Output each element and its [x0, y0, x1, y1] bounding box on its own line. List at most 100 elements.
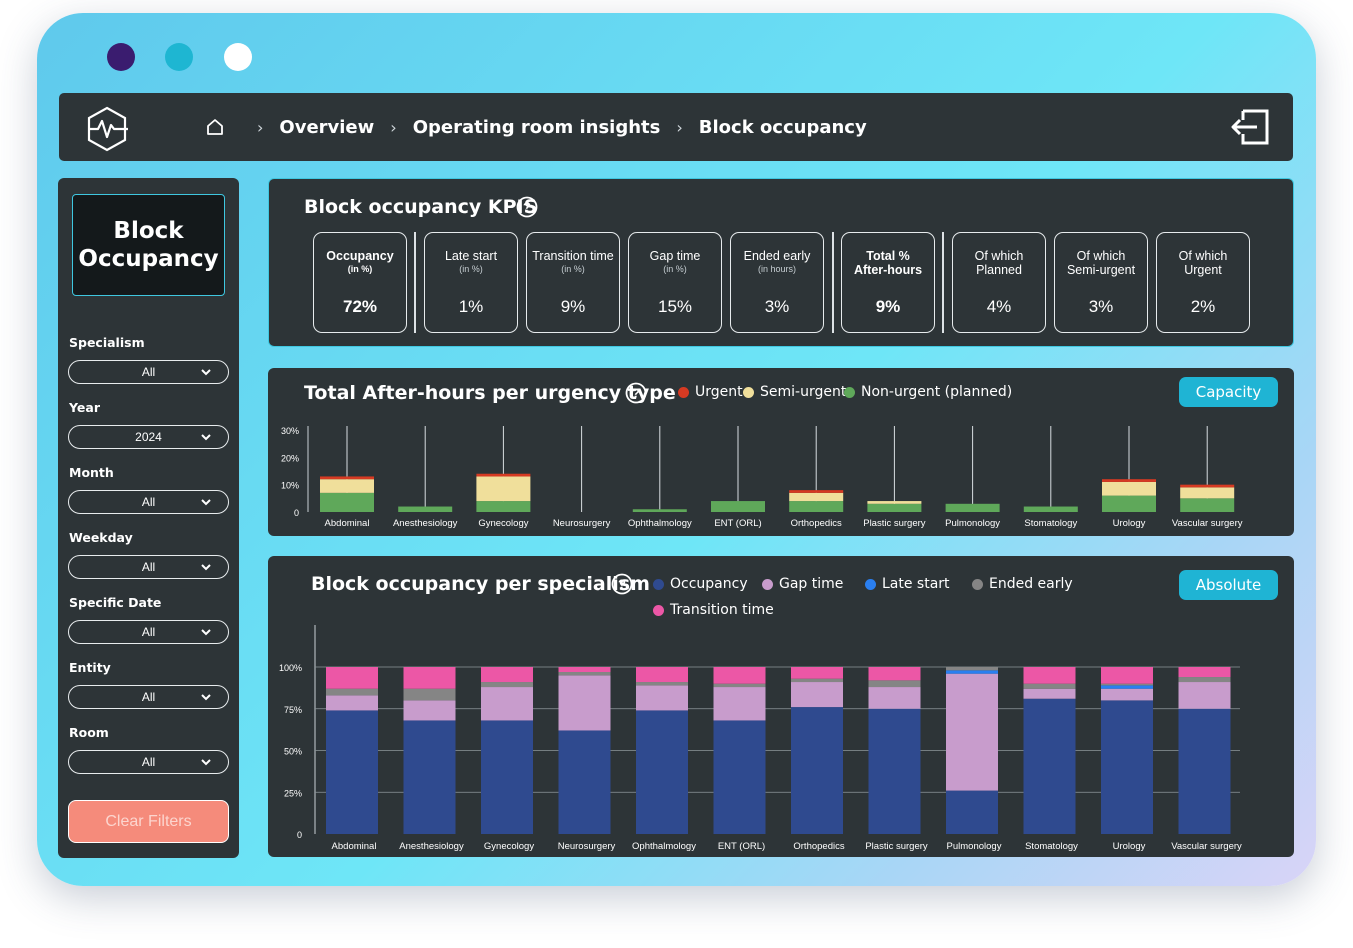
filter-select-value: All — [141, 690, 156, 704]
help-icon[interactable]: ? — [516, 196, 538, 218]
bar-segment[interactable] — [558, 675, 611, 731]
bar-segment[interactable] — [1102, 481, 1156, 496]
legend-swatch — [678, 386, 689, 398]
bar-segment[interactable] — [791, 678, 843, 683]
bar-segment[interactable] — [1102, 479, 1156, 482]
bar-segment[interactable] — [789, 492, 844, 502]
bar-segment[interactable] — [326, 688, 378, 696]
filter-select[interactable]: All — [68, 555, 229, 579]
bar-segment[interactable] — [713, 720, 766, 834]
bar-segment[interactable] — [713, 683, 766, 688]
bar-segment[interactable] — [476, 476, 531, 502]
filter-select[interactable]: All — [68, 360, 229, 384]
x-tick-label: ENT (ORL) — [718, 841, 765, 852]
bar-segment[interactable] — [636, 667, 688, 683]
bar-segment[interactable] — [1023, 688, 1076, 699]
bar-segment[interactable] — [320, 492, 374, 512]
bar-segment[interactable] — [1101, 683, 1153, 686]
bar-segment[interactable] — [867, 503, 922, 512]
bar-segment[interactable] — [868, 687, 921, 709]
svg-text:?: ? — [632, 386, 640, 401]
bar-segment[interactable] — [867, 501, 922, 504]
bar-segment[interactable] — [326, 710, 378, 834]
help-icon[interactable]: ? — [625, 382, 647, 404]
bar-segment[interactable] — [481, 687, 533, 721]
bar-segment[interactable] — [1102, 495, 1156, 512]
bar-segment[interactable] — [711, 501, 765, 512]
clear-filters-button[interactable]: Clear Filters — [68, 800, 229, 843]
bar-segment[interactable] — [1023, 683, 1076, 689]
bar-segment[interactable] — [476, 473, 531, 477]
bar-segment[interactable] — [558, 730, 611, 834]
bar-segment[interactable] — [1180, 487, 1235, 499]
filter-select[interactable]: All — [68, 750, 229, 774]
bar-segment[interactable] — [636, 682, 688, 686]
logout-icon[interactable] — [1229, 107, 1271, 147]
bar-segment[interactable] — [1023, 698, 1076, 834]
bar-segment[interactable] — [636, 685, 688, 711]
bar-segment[interactable] — [868, 680, 921, 688]
bar-segment[interactable] — [946, 670, 998, 674]
bar-segment[interactable] — [791, 682, 843, 708]
bar-segment[interactable] — [1023, 667, 1076, 684]
bar-segment[interactable] — [946, 790, 998, 834]
bar-segment[interactable] — [946, 673, 998, 791]
bar-segment[interactable] — [1101, 688, 1153, 701]
bar-segment[interactable] — [1023, 506, 1078, 512]
bar-segment[interactable] — [481, 667, 533, 683]
home-icon[interactable] — [205, 117, 225, 137]
bar-segment[interactable] — [1178, 708, 1231, 834]
bar-segment[interactable] — [320, 476, 374, 480]
bar-segment[interactable] — [326, 695, 378, 711]
help-icon[interactable]: ? — [611, 573, 633, 595]
bar-segment[interactable] — [868, 708, 921, 834]
kpi-subtitle: After-hours — [853, 263, 923, 277]
bar-segment[interactable] — [1101, 700, 1153, 834]
breadcrumb-or-insights[interactable]: Operating room insights — [412, 116, 661, 138]
absolute-toggle-button[interactable]: Absolute — [1179, 570, 1278, 600]
bar-segment[interactable] — [632, 509, 687, 512]
filter-select[interactable]: All — [68, 490, 229, 514]
legend-gap-time: Gap time — [762, 576, 843, 592]
bar-segment[interactable] — [476, 501, 531, 512]
filter-label: Specialism — [69, 335, 145, 350]
bar-segment[interactable] — [403, 720, 456, 834]
bar-segment[interactable] — [403, 688, 456, 701]
bar-segment[interactable] — [481, 682, 533, 688]
bar-segment[interactable] — [636, 710, 688, 834]
bar-segment[interactable] — [791, 707, 843, 834]
bar-segment[interactable] — [403, 667, 456, 689]
bar-segment[interactable] — [1178, 682, 1231, 709]
bar-segment[interactable] — [320, 479, 374, 493]
bar-segment[interactable] — [1101, 667, 1153, 684]
kpi-value: 9% — [875, 297, 901, 316]
bar-segment[interactable] — [403, 700, 456, 721]
filter-select[interactable]: All — [68, 685, 229, 709]
bar-segment[interactable] — [945, 503, 1000, 512]
bar-segment[interactable] — [481, 720, 533, 834]
bar-segment[interactable] — [326, 667, 378, 689]
bar-segment[interactable] — [1180, 484, 1235, 488]
bar-segment[interactable] — [558, 672, 611, 676]
bar-segment[interactable] — [789, 490, 844, 493]
kpi-card: Transition time (in %) 9% — [526, 232, 620, 333]
breadcrumb-overview[interactable]: Overview — [279, 116, 375, 138]
heartbeat-shield-icon[interactable] — [84, 106, 130, 152]
bar-segment[interactable] — [946, 667, 998, 671]
bar-segment[interactable] — [398, 506, 453, 512]
filter-select[interactable]: 2024 — [68, 425, 229, 449]
bar-segment[interactable] — [1178, 677, 1231, 683]
bar-segment[interactable] — [1180, 498, 1235, 512]
bar-segment[interactable] — [791, 667, 843, 679]
bar-segment[interactable] — [558, 667, 611, 673]
legend-ended-early: Ended early — [972, 576, 1073, 592]
bar-segment[interactable] — [713, 687, 766, 721]
filter-select[interactable]: All — [68, 620, 229, 644]
kpi-card: Of which Semi-urgent 3% — [1054, 232, 1148, 333]
bar-segment[interactable] — [1178, 667, 1231, 678]
bar-segment[interactable] — [1101, 685, 1153, 689]
bar-segment[interactable] — [789, 501, 844, 512]
bar-segment[interactable] — [868, 667, 921, 681]
bar-segment[interactable] — [713, 667, 766, 684]
capacity-toggle-button[interactable]: Capacity — [1179, 377, 1278, 407]
